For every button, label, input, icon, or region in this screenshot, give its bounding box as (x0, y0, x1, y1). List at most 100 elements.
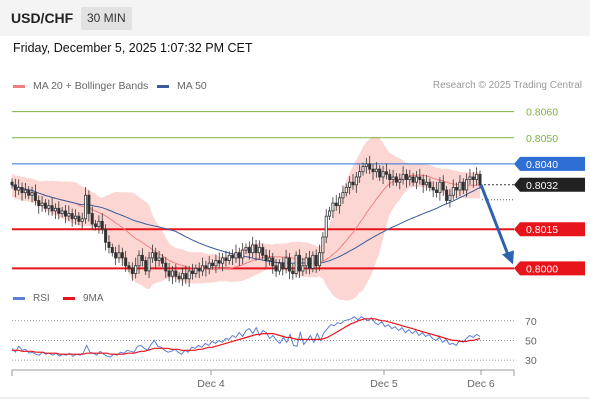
candle-body (154, 252, 158, 261)
ma20-swatch (13, 84, 25, 88)
candle (334, 194, 338, 211)
candle-body (204, 265, 208, 269)
candle (264, 249, 268, 268)
candle-body (274, 265, 278, 272)
candle (184, 265, 188, 284)
candle (344, 183, 348, 197)
level-label-0.8032: 0.8032 (526, 180, 558, 192)
candle (431, 181, 435, 198)
candle-body (217, 260, 221, 264)
candle-body (391, 176, 395, 180)
candle-body (137, 254, 141, 267)
candle-body (20, 187, 24, 194)
candle (174, 263, 178, 283)
candle-body (364, 163, 368, 167)
rsi-tick-30: 30 (525, 355, 537, 367)
candle-body (197, 267, 201, 272)
candle (475, 167, 479, 186)
candle-body (174, 270, 178, 277)
candle (247, 241, 251, 260)
candle-body (33, 192, 37, 201)
candle-body (458, 181, 462, 191)
candle-body (53, 207, 57, 212)
candle (27, 186, 31, 200)
candle-body (354, 176, 358, 186)
candle (374, 162, 378, 178)
candle (53, 203, 57, 220)
candle-body (234, 252, 238, 259)
candle-body (257, 247, 261, 254)
candle-body (23, 189, 27, 194)
candle (277, 259, 281, 275)
candle (40, 196, 44, 212)
candle-body (127, 265, 131, 269)
candle (227, 251, 231, 265)
candle-body (428, 181, 432, 188)
candle-body (247, 247, 251, 254)
candle (160, 254, 164, 268)
candle-body (475, 173, 479, 180)
candle (391, 169, 395, 186)
candle (70, 208, 74, 227)
candle-body (358, 171, 362, 178)
candle (147, 251, 151, 279)
candle (234, 244, 238, 263)
level-label-0.8060: 0.8060 (526, 107, 558, 119)
candle (67, 205, 71, 222)
candle (468, 168, 472, 185)
candle (117, 244, 121, 263)
candle (381, 165, 385, 185)
candle-body (70, 213, 74, 220)
candle (84, 187, 88, 224)
candle (221, 252, 225, 272)
candle-body (201, 265, 205, 272)
candle (194, 264, 198, 278)
candle-body (160, 257, 164, 264)
candle (348, 176, 352, 195)
candle (408, 169, 412, 186)
candle-body (157, 257, 161, 261)
candle (318, 244, 322, 271)
candle (201, 257, 205, 276)
candle (361, 162, 365, 176)
level-label-0.8040: 0.8040 (526, 159, 558, 171)
x-tick-label: Dec 6 (467, 378, 495, 390)
candle (461, 178, 465, 194)
candle (271, 252, 275, 274)
candle-body (451, 187, 455, 196)
candle-body (60, 210, 64, 214)
candle-body (294, 254, 298, 274)
candle-body (341, 192, 345, 199)
candle-body (441, 181, 445, 191)
candle (241, 243, 245, 264)
ma50-swatch (157, 84, 169, 88)
rsi-tick-70: 70 (525, 316, 537, 328)
candle (114, 246, 118, 265)
candle-body (251, 244, 255, 254)
candle-body (177, 275, 181, 280)
candle (197, 262, 201, 279)
candle (428, 178, 432, 192)
candle (13, 178, 17, 198)
candle (204, 260, 208, 277)
candle-body (191, 270, 195, 274)
candle-body (100, 220, 104, 230)
candle (80, 212, 84, 229)
level-tag-0.8040 (514, 156, 585, 171)
candle-body (421, 179, 425, 186)
bollinger-band (12, 136, 480, 301)
candle (167, 262, 171, 282)
candle (130, 262, 134, 281)
candle-body (384, 171, 388, 175)
candle-body (455, 187, 459, 191)
candle (20, 182, 24, 201)
currency-pair: USD/CHF (11, 10, 74, 26)
candle-body (371, 168, 375, 173)
timeframe-button[interactable]: 30 MIN (81, 7, 132, 30)
candle (378, 165, 382, 181)
candle (134, 257, 138, 279)
candle (110, 243, 114, 257)
level-tag-0.8000 (514, 261, 585, 276)
candle-body (13, 184, 17, 191)
candle-body (378, 168, 382, 178)
